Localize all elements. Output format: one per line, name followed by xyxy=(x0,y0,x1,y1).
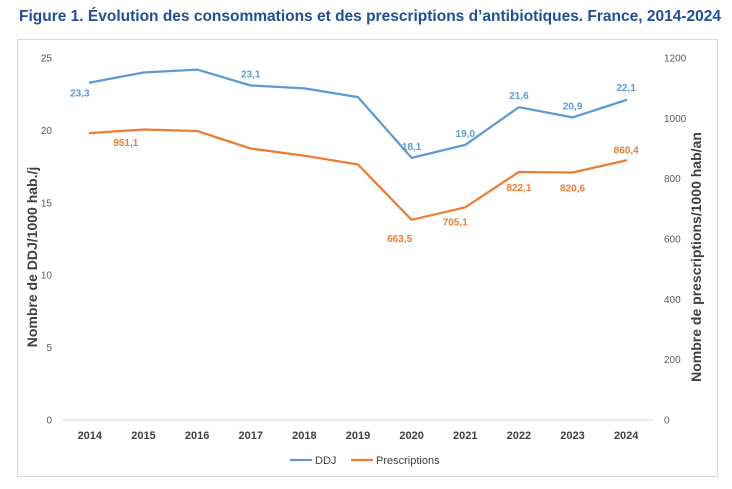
data-label: 663,5 xyxy=(387,234,412,245)
series-line-ddj xyxy=(88,68,628,160)
data-labels: 23,3 23,1 18,1 19,0 21,6 20,9 22,1 951,1 663,5 70… xyxy=(70,70,639,245)
y-left-tick-label: 20 xyxy=(41,126,53,137)
y-left-tick-label: 0 xyxy=(46,416,52,427)
x-tick-label: 2019 xyxy=(346,430,370,442)
y-right-tick-label: 1000 xyxy=(664,114,687,125)
y-right-tick-label: 400 xyxy=(664,295,681,306)
data-label: 23,3 xyxy=(70,89,90,100)
legend-label: DDJ xyxy=(315,455,336,467)
x-tick-label: 2014 xyxy=(78,430,103,442)
data-label: 951,1 xyxy=(113,138,138,149)
data-label: 23,1 xyxy=(241,70,261,81)
series-line-prescriptions xyxy=(88,128,628,221)
data-label: 19,0 xyxy=(456,129,476,140)
y-right-tick-label: 200 xyxy=(664,355,681,366)
y-right-tick-label: 800 xyxy=(664,174,681,185)
x-tick-label: 2016 xyxy=(185,430,209,442)
data-label: 705,1 xyxy=(443,217,468,228)
chart: 0 5 10 15 20 25 0 200 400 600 800 1000 1200 2014 2015 2… xyxy=(24,54,704,468)
page-title: Figure 1. Évolution des consommations et… xyxy=(19,8,721,25)
x-tick-label: 2017 xyxy=(238,430,262,442)
y-left-tick-label: 25 xyxy=(41,54,53,65)
y-right-tick-label: 600 xyxy=(664,235,681,246)
x-tick-label: 2021 xyxy=(453,430,477,442)
data-label: 860,4 xyxy=(614,145,639,156)
data-label: 822,1 xyxy=(506,183,531,194)
data-label: 21,6 xyxy=(509,91,529,102)
x-tick-label: 2023 xyxy=(560,430,584,442)
data-label: 820,6 xyxy=(560,183,585,194)
y-right-axis-title: Nombre de prescriptions/1000 hab/an xyxy=(688,132,704,382)
y-right-tick-label: 0 xyxy=(664,416,670,427)
x-tick-label: 2018 xyxy=(292,430,316,442)
y-left-tick-label: 10 xyxy=(41,271,53,282)
x-tick-label: 2022 xyxy=(507,430,531,442)
x-tick-label: 2020 xyxy=(399,430,423,442)
x-tick-label: 2015 xyxy=(131,430,155,442)
y-left-tick-label: 5 xyxy=(46,343,52,354)
axes: 0 5 10 15 20 25 0 200 400 600 800 1000 1200 2014 2015 2… xyxy=(24,54,704,443)
y-left-axis-title: Nombre de DDJ/1000 hab./j xyxy=(24,167,40,348)
y-right-tick-label: 1200 xyxy=(664,54,687,65)
series-lines xyxy=(88,68,628,221)
legend-label: Prescriptions xyxy=(376,455,440,467)
x-tick-label: 2024 xyxy=(614,430,639,442)
data-label: 18,1 xyxy=(402,142,422,153)
data-label: 22,1 xyxy=(616,83,636,94)
legend: DDJ Prescriptions xyxy=(290,455,440,467)
y-left-tick-label: 15 xyxy=(41,198,53,209)
chart-frame: 0 5 10 15 20 25 0 200 400 600 800 1000 1200 2014 2015 2… xyxy=(17,39,718,477)
data-label: 20,9 xyxy=(563,101,583,112)
